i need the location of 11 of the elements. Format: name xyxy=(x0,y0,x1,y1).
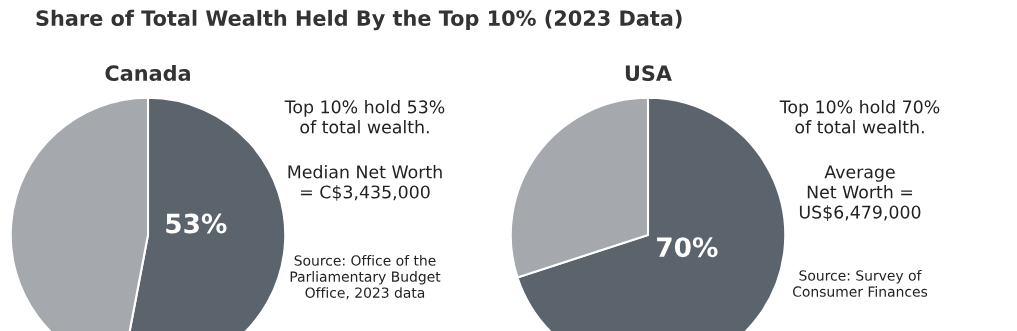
data-label: 70% xyxy=(657,237,718,258)
source-note: Source: Office of the Parliamentary Budget Office, 2023 data xyxy=(290,255,441,300)
chart-subtitle: USA xyxy=(625,65,672,82)
text: Median Net Worth = C$3,435,000 xyxy=(288,165,442,201)
text: Share of Total Wealth Held By the Top 10% (2023 Data) xyxy=(36,9,682,31)
chart-subtitle: Canada xyxy=(105,64,190,82)
text: Top 10% hold 70% of total wealth. xyxy=(779,100,940,134)
text: Average Net Worth = US$6,479,000 xyxy=(799,165,921,221)
source-note: Source: Survey of Consumer Finances xyxy=(792,270,928,297)
data-label: 53% xyxy=(166,213,227,234)
text: Top 10% hold 53% of total wealth. xyxy=(284,100,445,134)
